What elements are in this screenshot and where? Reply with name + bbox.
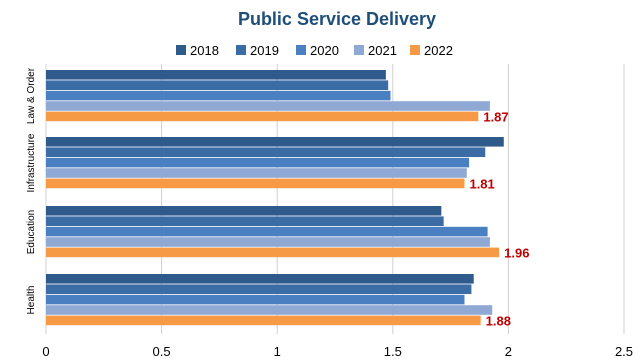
legend-item: 2020 — [296, 43, 339, 58]
bar — [46, 237, 490, 247]
bar — [46, 80, 389, 90]
x-tick-label: 0.5 — [153, 344, 171, 359]
legend-label: 2019 — [250, 43, 279, 58]
x-tick-label: 1.5 — [384, 344, 402, 359]
bars: 1.87 1.81 1.96 1.88 — [46, 70, 529, 329]
legend-item: 2022 — [410, 43, 453, 58]
x-tick-label: 1 — [274, 344, 281, 359]
legend-swatch — [176, 45, 186, 55]
category-label: Health — [26, 286, 37, 315]
legend-item: 2021 — [354, 43, 397, 58]
bar — [46, 101, 490, 111]
category-labels: Law & Order Infrastructure Education Health — [26, 67, 37, 314]
x-tick-label: 2 — [505, 344, 512, 359]
legend-item: 2018 — [176, 43, 219, 58]
bar — [46, 216, 444, 226]
legend-label: 2020 — [310, 43, 339, 58]
chart-title: Public Service Delivery — [238, 9, 436, 29]
legend-swatch — [236, 45, 246, 55]
bar — [46, 157, 470, 168]
bar — [46, 284, 472, 294]
bar — [46, 137, 504, 147]
category-label: Infrastructure — [26, 133, 37, 192]
legend: 2018 2019 2020 2021 2022 — [176, 43, 453, 58]
category-label: Law & Order — [26, 67, 37, 124]
bar — [46, 305, 493, 315]
bar — [46, 206, 442, 216]
bar — [46, 168, 467, 178]
bar — [46, 274, 474, 284]
x-tick-label: 2.5 — [615, 344, 633, 359]
legend-label: 2022 — [424, 43, 453, 58]
bar — [46, 90, 391, 101]
bar — [46, 247, 500, 258]
category-label: Education — [26, 210, 37, 254]
data-label: 1.81 — [469, 177, 494, 192]
x-tick-label: 0 — [42, 344, 49, 359]
bar — [46, 111, 479, 122]
data-label: 1.96 — [504, 246, 529, 261]
bar — [46, 147, 486, 157]
legend-swatch — [354, 45, 364, 55]
bar — [46, 178, 465, 189]
legend-label: 2018 — [190, 43, 219, 58]
x-axis-ticks: 0 0.5 1 1.5 2 2.5 — [42, 344, 633, 359]
legend-swatch — [410, 45, 420, 55]
legend-label: 2021 — [368, 43, 397, 58]
data-label: 1.87 — [483, 110, 508, 125]
bar — [46, 294, 465, 305]
bar — [46, 315, 481, 326]
bar — [46, 70, 386, 80]
legend-swatch — [296, 45, 306, 55]
legend-item: 2019 — [236, 43, 279, 58]
data-label: 1.88 — [486, 314, 511, 329]
bar — [46, 226, 488, 237]
